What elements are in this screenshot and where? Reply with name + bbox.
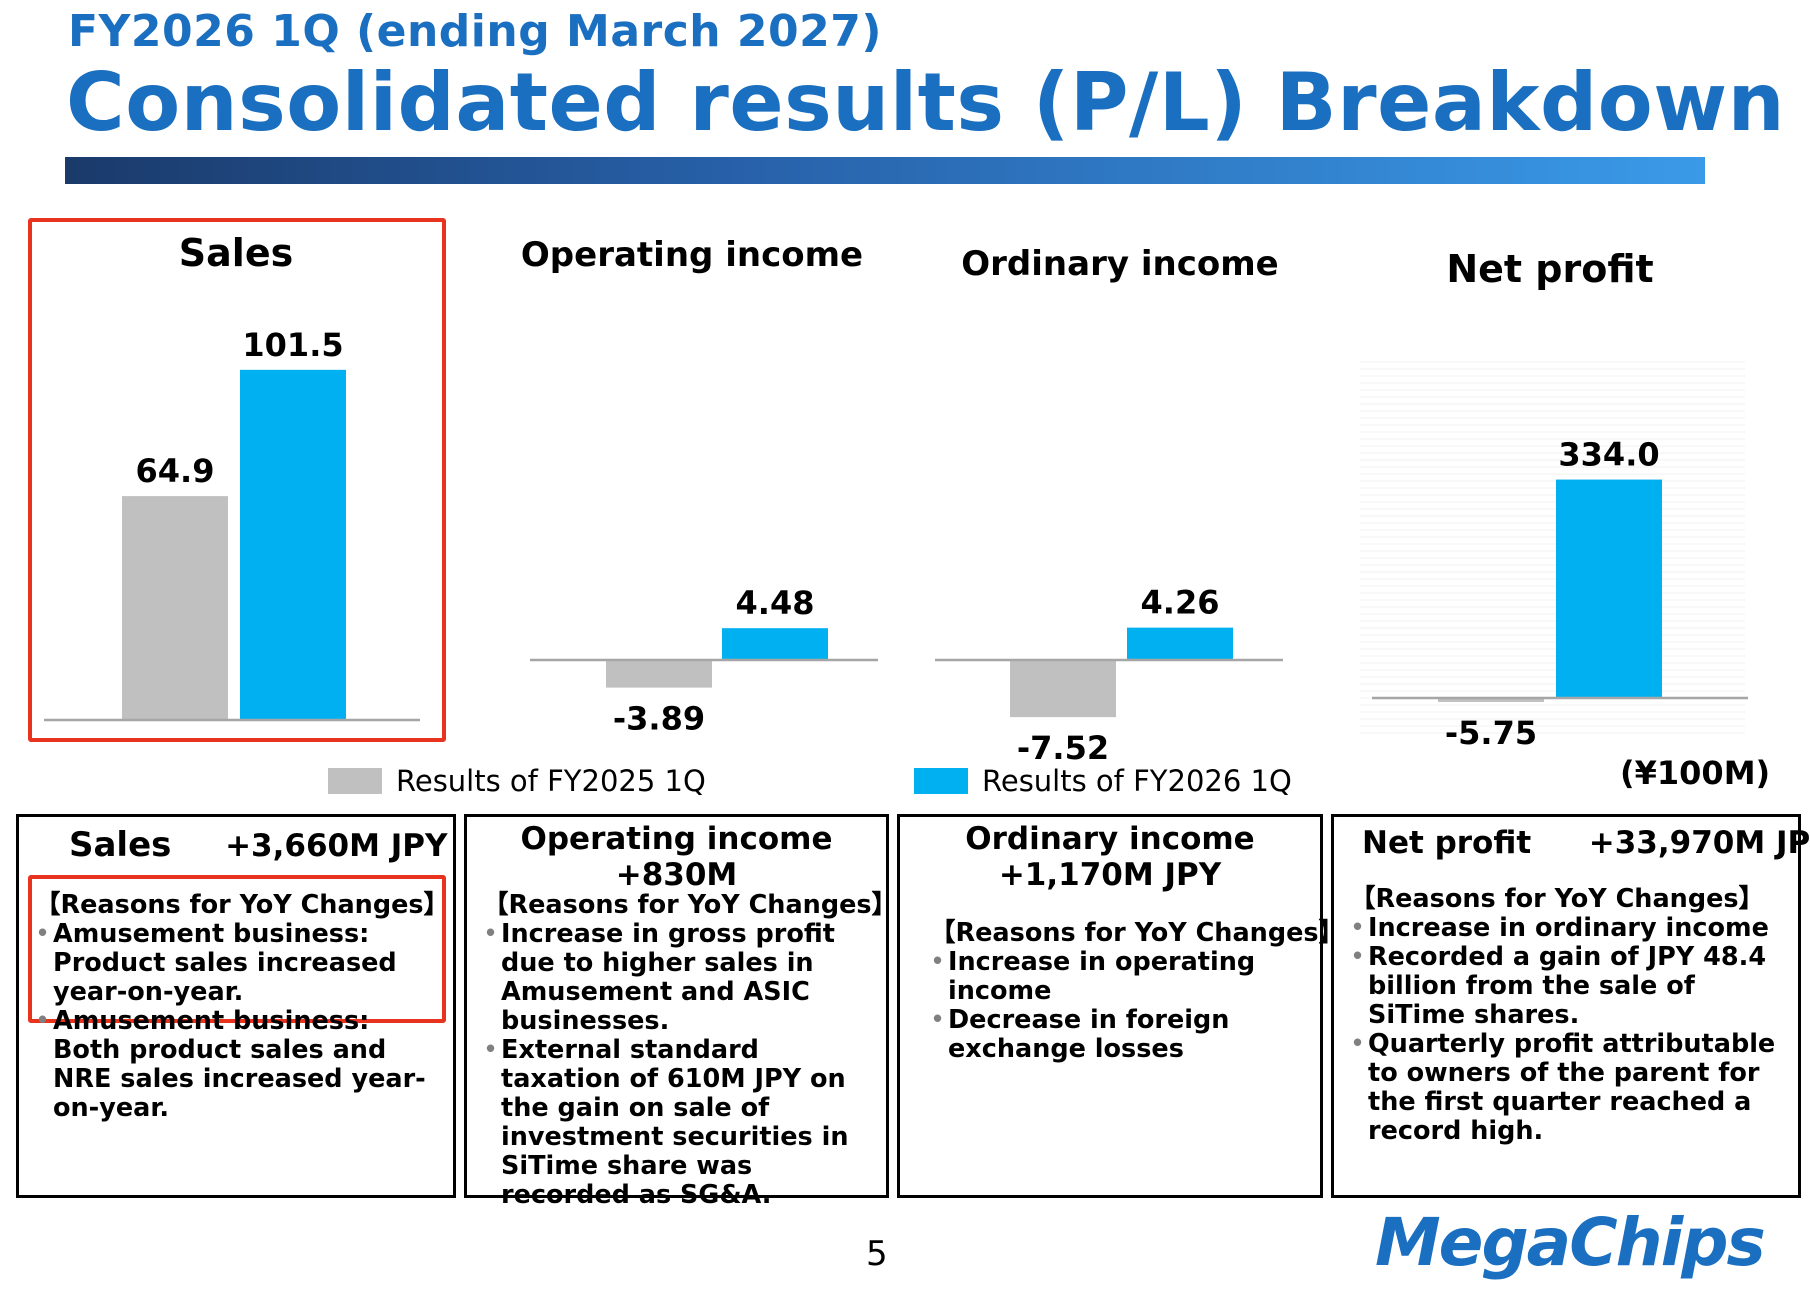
operating-reason-item: Increase in gross profit due to higher s… xyxy=(483,920,883,1036)
sales-box-name: Sales xyxy=(69,825,171,865)
sales-chart-highlight xyxy=(28,218,446,742)
data-label: 4.48 xyxy=(736,584,815,622)
sales-reason-item: Amusement business: Both product sales a… xyxy=(35,1007,445,1123)
ordinary-box-change: +1,170M JPY xyxy=(900,857,1320,893)
legend-prior-swatch xyxy=(328,768,382,794)
megachips-logo: MegaChips xyxy=(1375,1204,1764,1281)
legend-current-label: Results of FY2026 1Q xyxy=(982,764,1292,798)
ordinary-summary-box: Ordinary income +1,170M JPY 【Reasons for… xyxy=(897,814,1323,1198)
operating-summary-box: Operating income +830M 【Reasons for YoY … xyxy=(464,814,889,1198)
sales-reason-item: Amusement business: Product sales increa… xyxy=(35,920,445,1007)
data-label: -7.52 xyxy=(1017,729,1109,767)
net-reasons-title: 【Reasons for YoY Changes】 xyxy=(1350,885,1790,914)
ordinary-reason-item: Increase in operating income xyxy=(930,948,1310,1006)
bar-prior xyxy=(1010,660,1116,717)
sales-reasons-title: 【Reasons for YoY Changes】 xyxy=(35,891,445,920)
legend-current-swatch xyxy=(914,768,968,794)
net-box-change: +33,970M JPY xyxy=(1589,825,1810,861)
net-reason-item: Recorded a gain of JPY 48.4 billion from… xyxy=(1350,943,1790,1030)
operating-box-name: Operating income xyxy=(467,821,886,857)
page-number: 5 xyxy=(866,1234,888,1274)
net-profit-summary-box: Net profit +33,970M JPY 【Reasons for YoY… xyxy=(1331,814,1801,1198)
ordinary-reason-item: Decrease in foreign exchange losses xyxy=(930,1006,1310,1064)
legend-prior-label: Results of FY2025 1Q xyxy=(396,764,706,798)
chart-title: Operating income xyxy=(521,235,863,275)
data-label: 334.0 xyxy=(1558,436,1659,474)
bar-current xyxy=(1556,480,1662,698)
data-label: -3.89 xyxy=(613,700,705,738)
bar-current xyxy=(1127,628,1233,660)
sales-summary-box: Sales +3,660M JPY 【Reasons for YoY Chang… xyxy=(16,814,456,1198)
net-box-name: Net profit xyxy=(1362,825,1531,861)
ordinary-box-name: Ordinary income xyxy=(900,821,1320,857)
data-label: -5.75 xyxy=(1445,714,1537,752)
bar-prior xyxy=(606,660,712,688)
data-label: 4.26 xyxy=(1141,584,1220,622)
bar-current xyxy=(722,628,828,660)
sales-box-change: +3,660M JPY xyxy=(225,828,447,864)
net-reason-item: Quarterly profit attributable to owners … xyxy=(1350,1030,1790,1146)
unit-label: (¥100M) xyxy=(1620,754,1770,792)
net-reason-item: Increase in ordinary income xyxy=(1350,914,1790,943)
chart-title: Ordinary income xyxy=(961,244,1278,284)
operating-reasons-title: 【Reasons for YoY Changes】 xyxy=(483,891,883,920)
ordinary-reasons-title: 【Reasons for YoY Changes】 xyxy=(930,919,1310,948)
chart-title: Net profit xyxy=(1446,247,1653,291)
operating-box-change: +830M xyxy=(467,857,886,893)
operating-reason-item: External standard taxation of 610M JPY o… xyxy=(483,1036,883,1210)
